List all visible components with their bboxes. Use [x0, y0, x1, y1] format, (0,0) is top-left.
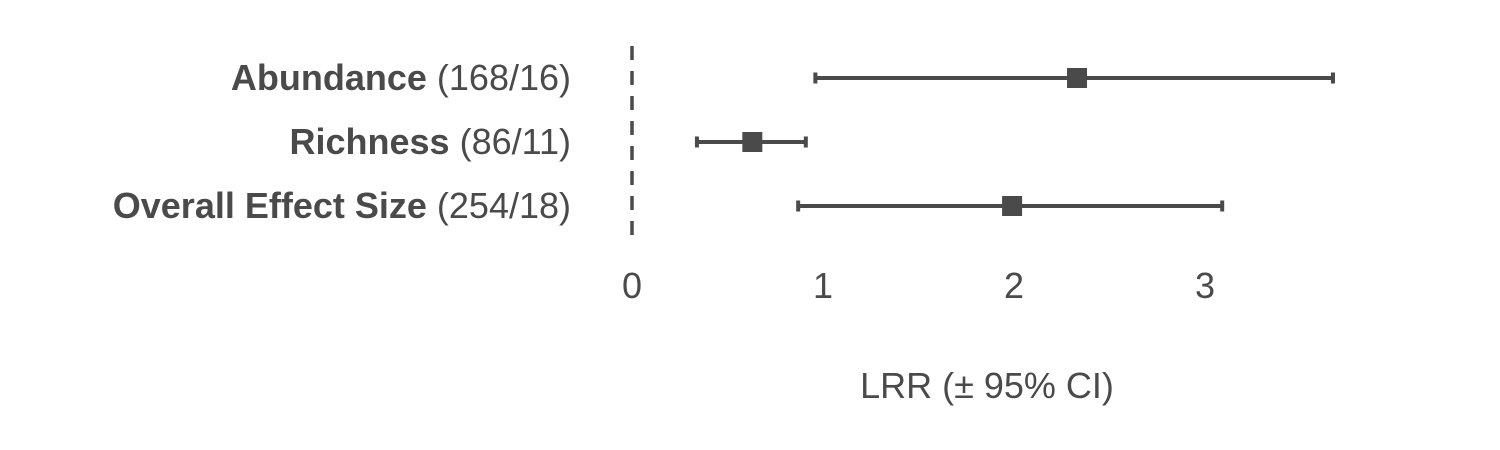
x-tick-label: 0: [622, 265, 642, 306]
row-label-name: Overall Effect Size: [113, 185, 427, 226]
x-axis-title: LRR (± 95% CI): [860, 365, 1114, 406]
x-tick-label: 3: [1195, 265, 1215, 306]
row-label-name: Richness: [290, 121, 450, 162]
estimate-marker: [1002, 196, 1023, 216]
row-label: Richness (86/11): [290, 121, 571, 162]
plot-rows: Abundance (168/16) Richness (86/11) Overal…: [113, 57, 1335, 226]
row-label: Abundance (168/16): [231, 57, 571, 98]
estimate-marker: [1067, 68, 1088, 88]
estimate-marker: [742, 132, 763, 152]
row-label-counts: (168/16): [427, 57, 571, 98]
row-label-counts: (254/18): [427, 185, 571, 226]
x-tick-label: 1: [813, 265, 833, 306]
row-label: Overall Effect Size (254/18): [113, 185, 571, 226]
x-tick-label: 2: [1004, 265, 1024, 306]
forest-row: Abundance (168/16): [231, 57, 1335, 98]
forest-row: Richness (86/11): [290, 121, 808, 162]
row-label-name: Abundance: [231, 57, 427, 98]
row-label-counts: (86/11): [450, 121, 571, 162]
x-axis-ticks: 0 1 2 3: [622, 265, 1215, 306]
forest-row: Overall Effect Size (254/18): [113, 185, 1225, 226]
